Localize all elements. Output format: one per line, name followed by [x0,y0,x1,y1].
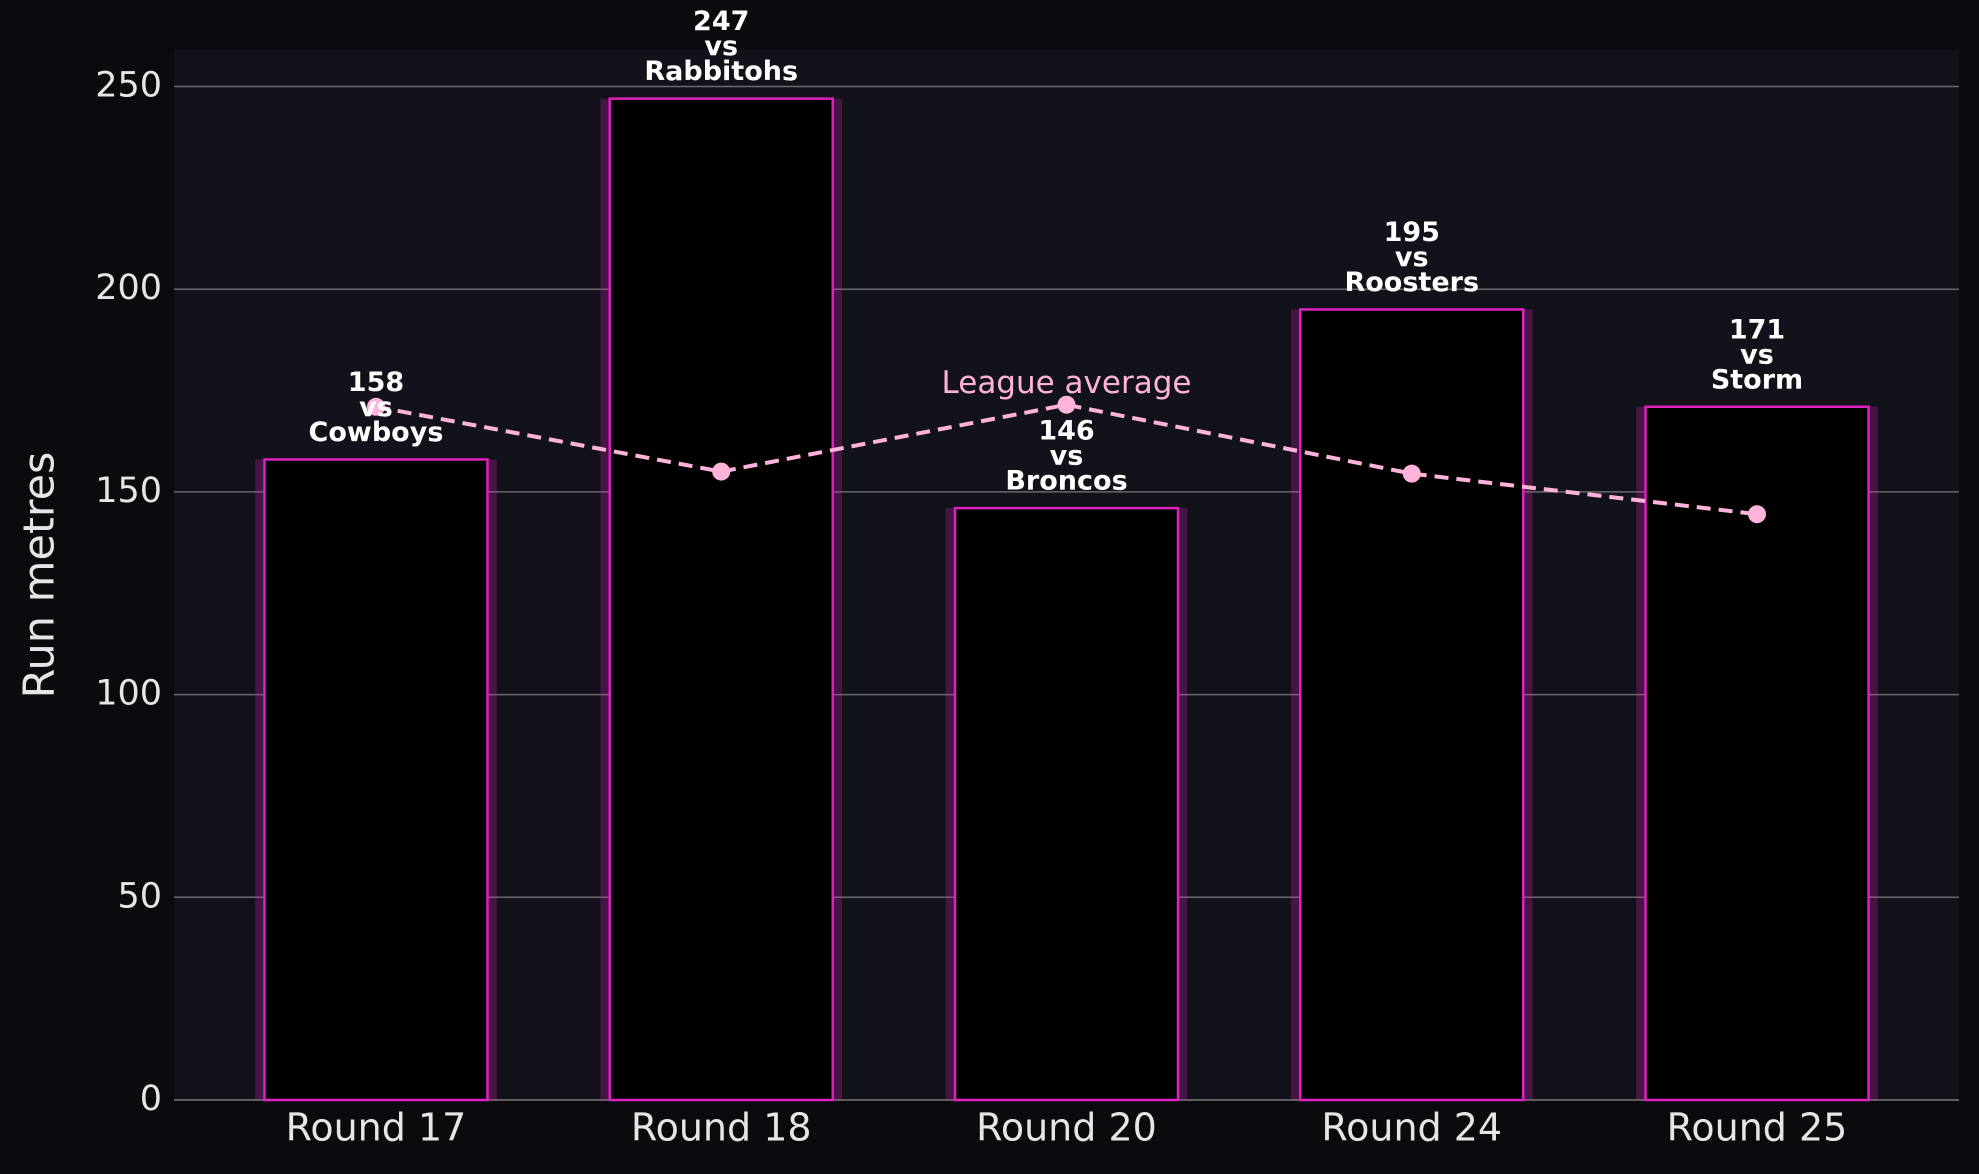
data-label-joiner: vs [1740,339,1774,370]
data-label: 171 [1729,314,1785,345]
y-tick-label: 200 [95,268,162,308]
data-label-joiner: vs [1050,441,1084,472]
y-axis-label: Run metres [15,452,65,699]
data-label: 146 [1038,416,1094,447]
bar [608,97,835,1102]
y-tick-label: 250 [95,65,162,105]
average-point [1057,395,1076,414]
y-tick-label: 150 [95,471,162,511]
data-label: 247 [693,6,749,37]
average-point [366,397,385,416]
x-tick-label: Round 25 [1667,1106,1848,1150]
x-tick-label: Round 17 [286,1106,467,1150]
x-tick-label: Round 24 [1321,1106,1502,1150]
average-point [1402,464,1421,483]
data-label-opponent: Storm [1711,364,1803,395]
data-label-joiner: vs [1395,242,1429,273]
data-label-opponent: Broncos [1005,466,1127,497]
x-tick-label: Round 18 [631,1106,812,1150]
bar [1298,308,1525,1102]
data-label: 158 [348,367,404,398]
data-label: 195 [1384,217,1440,248]
average-point [1748,505,1767,524]
average-annotation: League average [942,365,1192,401]
bar [263,458,489,1102]
y-tick-label: 50 [117,876,162,916]
y-tick-label: 0 [140,1079,162,1119]
x-tick-label: Round 20 [976,1106,1157,1150]
data-label-opponent: Rabbitohs [644,56,798,87]
average-point [712,462,731,481]
average-line [375,402,1758,517]
data-label-joiner: vs [704,31,738,62]
data-label-joiner: vs [359,392,393,423]
bar [953,506,1180,1102]
y-tick-label: 100 [95,674,162,714]
data-label-opponent: Roosters [1344,267,1479,298]
data-label-opponent: Cowboys [309,417,444,448]
